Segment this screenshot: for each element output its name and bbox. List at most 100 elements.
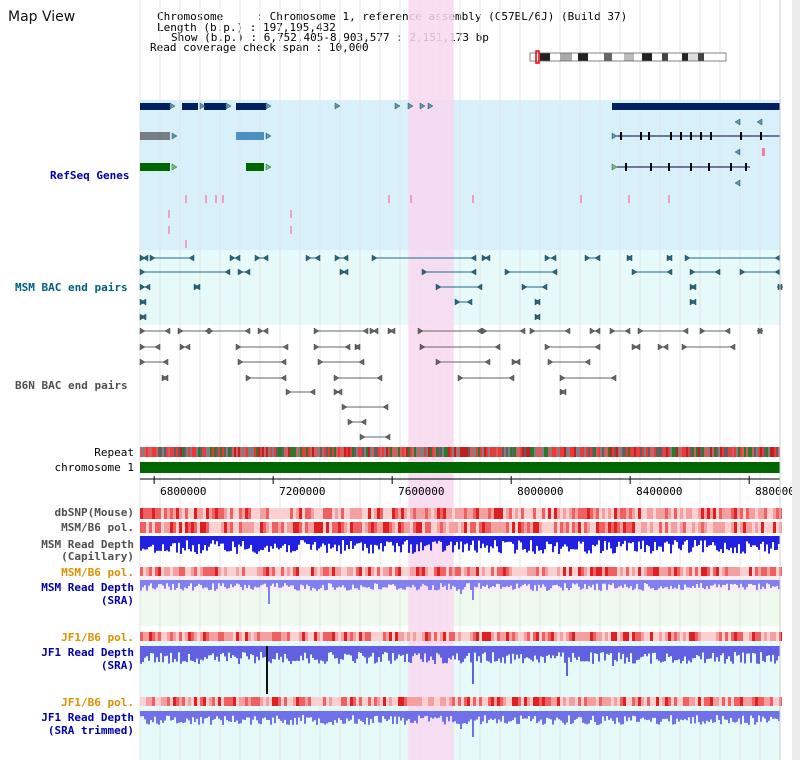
depth-bar bbox=[478, 646, 480, 657]
polymorphism-cell bbox=[251, 632, 254, 641]
depth-bar bbox=[182, 646, 184, 662]
depth-bar bbox=[478, 711, 480, 717]
polymorphism-cell bbox=[749, 508, 752, 519]
depth-bar bbox=[496, 580, 498, 584]
polymorphism-cell bbox=[395, 522, 398, 533]
polymorphism-cell bbox=[467, 567, 470, 576]
ideogram-band bbox=[624, 53, 634, 61]
depth-bar bbox=[288, 580, 290, 587]
polymorphism-cell bbox=[758, 522, 761, 533]
polymorphism-cell bbox=[626, 522, 629, 533]
polymorphism-cell bbox=[281, 522, 284, 533]
depth-bar bbox=[710, 580, 712, 586]
polymorphism-cell bbox=[263, 632, 266, 641]
repeat-segment bbox=[656, 447, 658, 457]
depth-bar bbox=[600, 536, 602, 554]
polymorphism-cell bbox=[452, 567, 455, 576]
polymorphism-cell bbox=[398, 567, 401, 576]
polymorphism-cell bbox=[629, 522, 632, 533]
depth-bar bbox=[634, 646, 636, 664]
depth-bar bbox=[576, 580, 578, 584]
depth-bar bbox=[490, 711, 492, 719]
repeat-segment bbox=[230, 447, 232, 457]
strand-arrow-icon bbox=[265, 132, 272, 140]
depth-bar bbox=[140, 711, 142, 717]
depth-bar bbox=[290, 711, 292, 720]
polymorphism-cell bbox=[191, 632, 194, 641]
repeat-segment bbox=[660, 447, 662, 457]
depth-bar bbox=[334, 580, 336, 590]
polymorphism-cell bbox=[173, 697, 176, 706]
coverage-key: Read coverage check span bbox=[150, 41, 309, 54]
polymorphism-cell bbox=[218, 567, 221, 576]
polymorphism-cell bbox=[653, 567, 656, 576]
strand-arrow-icon bbox=[162, 358, 169, 366]
polymorphism-cell bbox=[308, 697, 311, 706]
repeat-segment bbox=[264, 447, 266, 457]
polymorphism-cell bbox=[653, 697, 656, 706]
strand-arrow-icon bbox=[419, 102, 426, 110]
depth-bar bbox=[324, 711, 326, 725]
depth-bar bbox=[758, 711, 760, 716]
depth-bar bbox=[210, 536, 212, 544]
exon-tick bbox=[680, 132, 682, 140]
polymorphism-cell bbox=[278, 567, 281, 576]
depth-bar bbox=[544, 580, 546, 587]
track-label-msm-bac[interactable]: MSM BAC end pairs bbox=[15, 281, 128, 294]
depth-bar bbox=[206, 536, 208, 551]
polymorphism-cell bbox=[773, 567, 776, 576]
depth-bar bbox=[552, 536, 554, 553]
polymorphism-cell bbox=[362, 522, 365, 533]
depth-bar bbox=[400, 536, 402, 553]
polymorphism-cell bbox=[671, 508, 674, 519]
polymorphism-cell bbox=[155, 567, 158, 576]
depth-bar bbox=[276, 536, 278, 548]
depth-bar bbox=[462, 711, 464, 724]
polymorphism-cell bbox=[368, 522, 371, 533]
polymorphism-cell bbox=[560, 567, 563, 576]
depth-bar bbox=[378, 711, 380, 723]
depth-bar bbox=[294, 536, 296, 552]
depth-bar bbox=[726, 536, 728, 550]
depth-bar bbox=[504, 711, 506, 724]
strand-arrow-icon bbox=[756, 118, 763, 126]
track-label-b6n-bac[interactable]: B6N BAC end pairs bbox=[15, 379, 128, 392]
polymorphism-cell bbox=[380, 567, 383, 576]
polymorphism-cell bbox=[284, 522, 287, 533]
depth-bar bbox=[542, 536, 544, 554]
polymorphism-cell bbox=[164, 697, 167, 706]
depth-bar bbox=[594, 711, 596, 723]
strand-arrow-icon bbox=[481, 254, 488, 262]
repeat-segment bbox=[394, 447, 396, 457]
polymorphism-cell bbox=[752, 697, 755, 706]
polymorphism-cell bbox=[344, 508, 347, 519]
depth-bar bbox=[460, 646, 462, 664]
polymorphism-cell bbox=[233, 632, 236, 641]
polymorphism-cell bbox=[749, 522, 752, 533]
polymorphism-cell bbox=[161, 508, 164, 519]
depth-bar bbox=[454, 536, 456, 546]
strand-arrow-icon bbox=[382, 403, 389, 411]
depth-bar bbox=[258, 711, 260, 724]
depth-bar bbox=[474, 580, 476, 587]
repeat-segment bbox=[566, 447, 568, 457]
depth-bar bbox=[386, 536, 388, 542]
depth-bar bbox=[618, 536, 620, 542]
polymorphism-cell bbox=[179, 632, 182, 641]
depth-bar bbox=[480, 711, 482, 725]
polymorphism-cell bbox=[371, 567, 374, 576]
strand-arrow-icon bbox=[529, 327, 536, 335]
depth-bar bbox=[322, 536, 324, 544]
repeat-segment bbox=[722, 447, 724, 457]
polymorphism-cell bbox=[593, 567, 596, 576]
depth-bar bbox=[324, 646, 326, 664]
polymorphism-cell bbox=[629, 632, 632, 641]
polymorphism-cell bbox=[305, 522, 308, 533]
track-label-refseq[interactable]: RefSeq Genes bbox=[50, 169, 130, 182]
depth-bar bbox=[446, 536, 448, 546]
pink-tick bbox=[222, 195, 224, 203]
depth-bar bbox=[576, 711, 578, 719]
depth-bar bbox=[668, 580, 670, 590]
repeat-segment bbox=[486, 447, 488, 457]
